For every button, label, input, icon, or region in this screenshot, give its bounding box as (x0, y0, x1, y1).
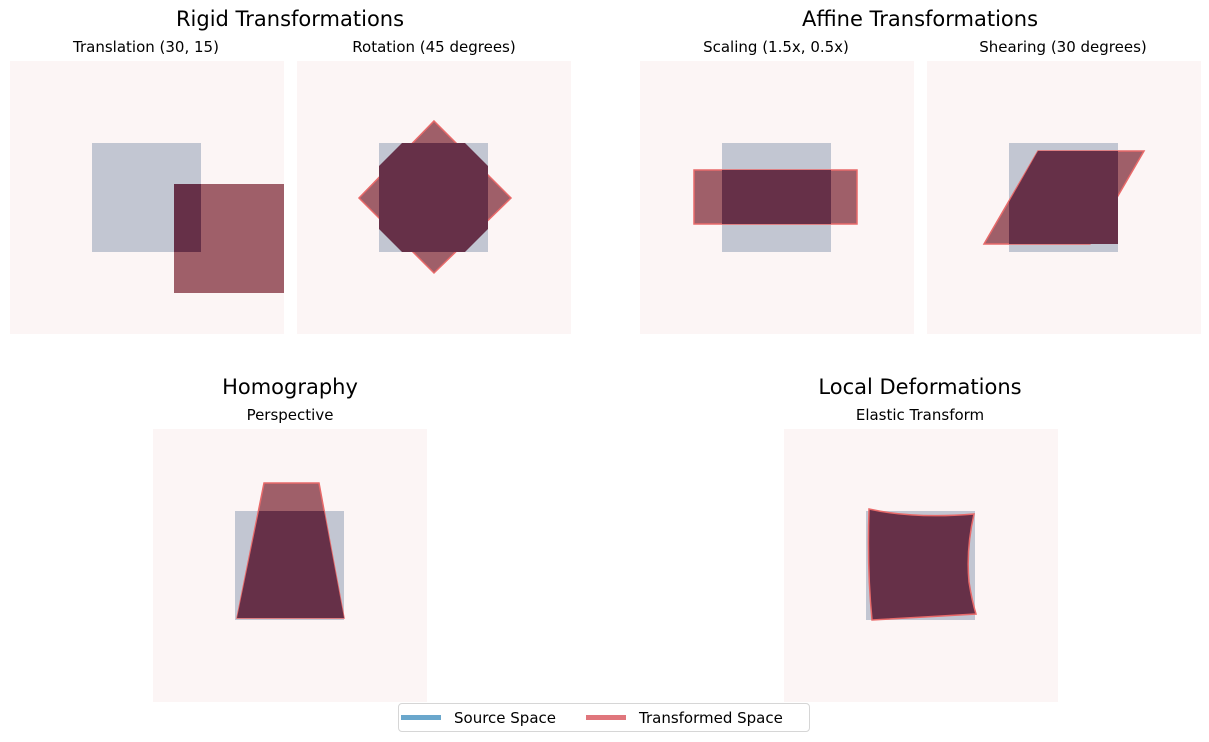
panel-title-shearing: Shearing (30 degrees) (979, 38, 1147, 56)
group-title-rigid: Rigid Transformations (175, 7, 405, 31)
scaling-panel (640, 61, 914, 334)
legend: Source Space Transformed Space (398, 703, 810, 732)
legend-label-transformed: Transformed Space (639, 708, 783, 727)
translation-panel (10, 61, 284, 334)
panel-title-scaling: Scaling (1.5x, 0.5x) (703, 38, 849, 56)
elastic-plot (784, 429, 1058, 702)
group-title-homography: Homography (222, 375, 358, 399)
legend-swatch-source (401, 715, 441, 720)
group-title-local: Local Deformations (818, 375, 1022, 399)
legend-item-source: Source Space (401, 709, 556, 727)
legend-swatch-transformed (586, 715, 626, 720)
overlap-region (237, 511, 344, 618)
perspective-plot (153, 429, 427, 702)
overlap-region (722, 170, 831, 224)
panel-title-elastic: Elastic Transform (855, 406, 985, 424)
elastic-panel (784, 429, 1058, 702)
panel-title-translation: Translation (30, 15) (73, 38, 219, 56)
shearing-panel (927, 61, 1201, 334)
transformed-square (867, 508, 977, 621)
overlap-region (1009, 151, 1118, 244)
group-title-affine: Affine Transformations (801, 7, 1039, 31)
legend-label-source: Source Space (454, 708, 556, 727)
rotation-plot (297, 61, 571, 334)
panel-title-perspective: Perspective (246, 406, 334, 424)
panel-title-rotation: Rotation (45 degrees) (352, 38, 516, 56)
legend-item-transformed: Transformed Space (586, 709, 783, 727)
perspective-panel (153, 429, 427, 702)
overlap-region (379, 143, 488, 252)
rotation-panel (297, 61, 571, 334)
shearing-plot (927, 61, 1201, 334)
translation-plot (10, 61, 284, 334)
scaling-plot (640, 61, 914, 334)
overlap-region (174, 184, 201, 252)
